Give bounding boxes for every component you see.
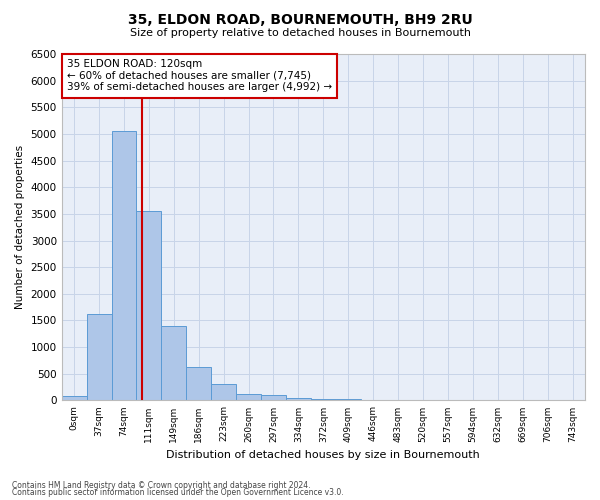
Bar [211,384,236,400]
X-axis label: Distribution of detached houses by size in Bournemouth: Distribution of detached houses by size … [166,450,480,460]
Text: 35 ELDON ROAD: 120sqm
← 60% of detached houses are smaller (7,745)
39% of semi-d: 35 ELDON ROAD: 120sqm ← 60% of detached … [67,59,332,92]
Bar [236,394,261,400]
Bar [311,399,336,400]
Y-axis label: Number of detached properties: Number of detached properties [15,145,25,310]
Text: Size of property relative to detached houses in Bournemouth: Size of property relative to detached ho… [130,28,470,38]
Text: Contains public sector information licensed under the Open Government Licence v3: Contains public sector information licen… [12,488,344,497]
Bar [186,368,211,400]
Bar [86,314,112,400]
Bar [261,395,286,400]
Text: Contains HM Land Registry data © Crown copyright and database right 2024.: Contains HM Land Registry data © Crown c… [12,480,311,490]
Bar [286,398,311,400]
Bar [161,326,186,400]
Text: 35, ELDON ROAD, BOURNEMOUTH, BH9 2RU: 35, ELDON ROAD, BOURNEMOUTH, BH9 2RU [128,12,472,26]
Bar [112,132,136,400]
Bar [136,210,161,400]
Bar [62,396,86,400]
